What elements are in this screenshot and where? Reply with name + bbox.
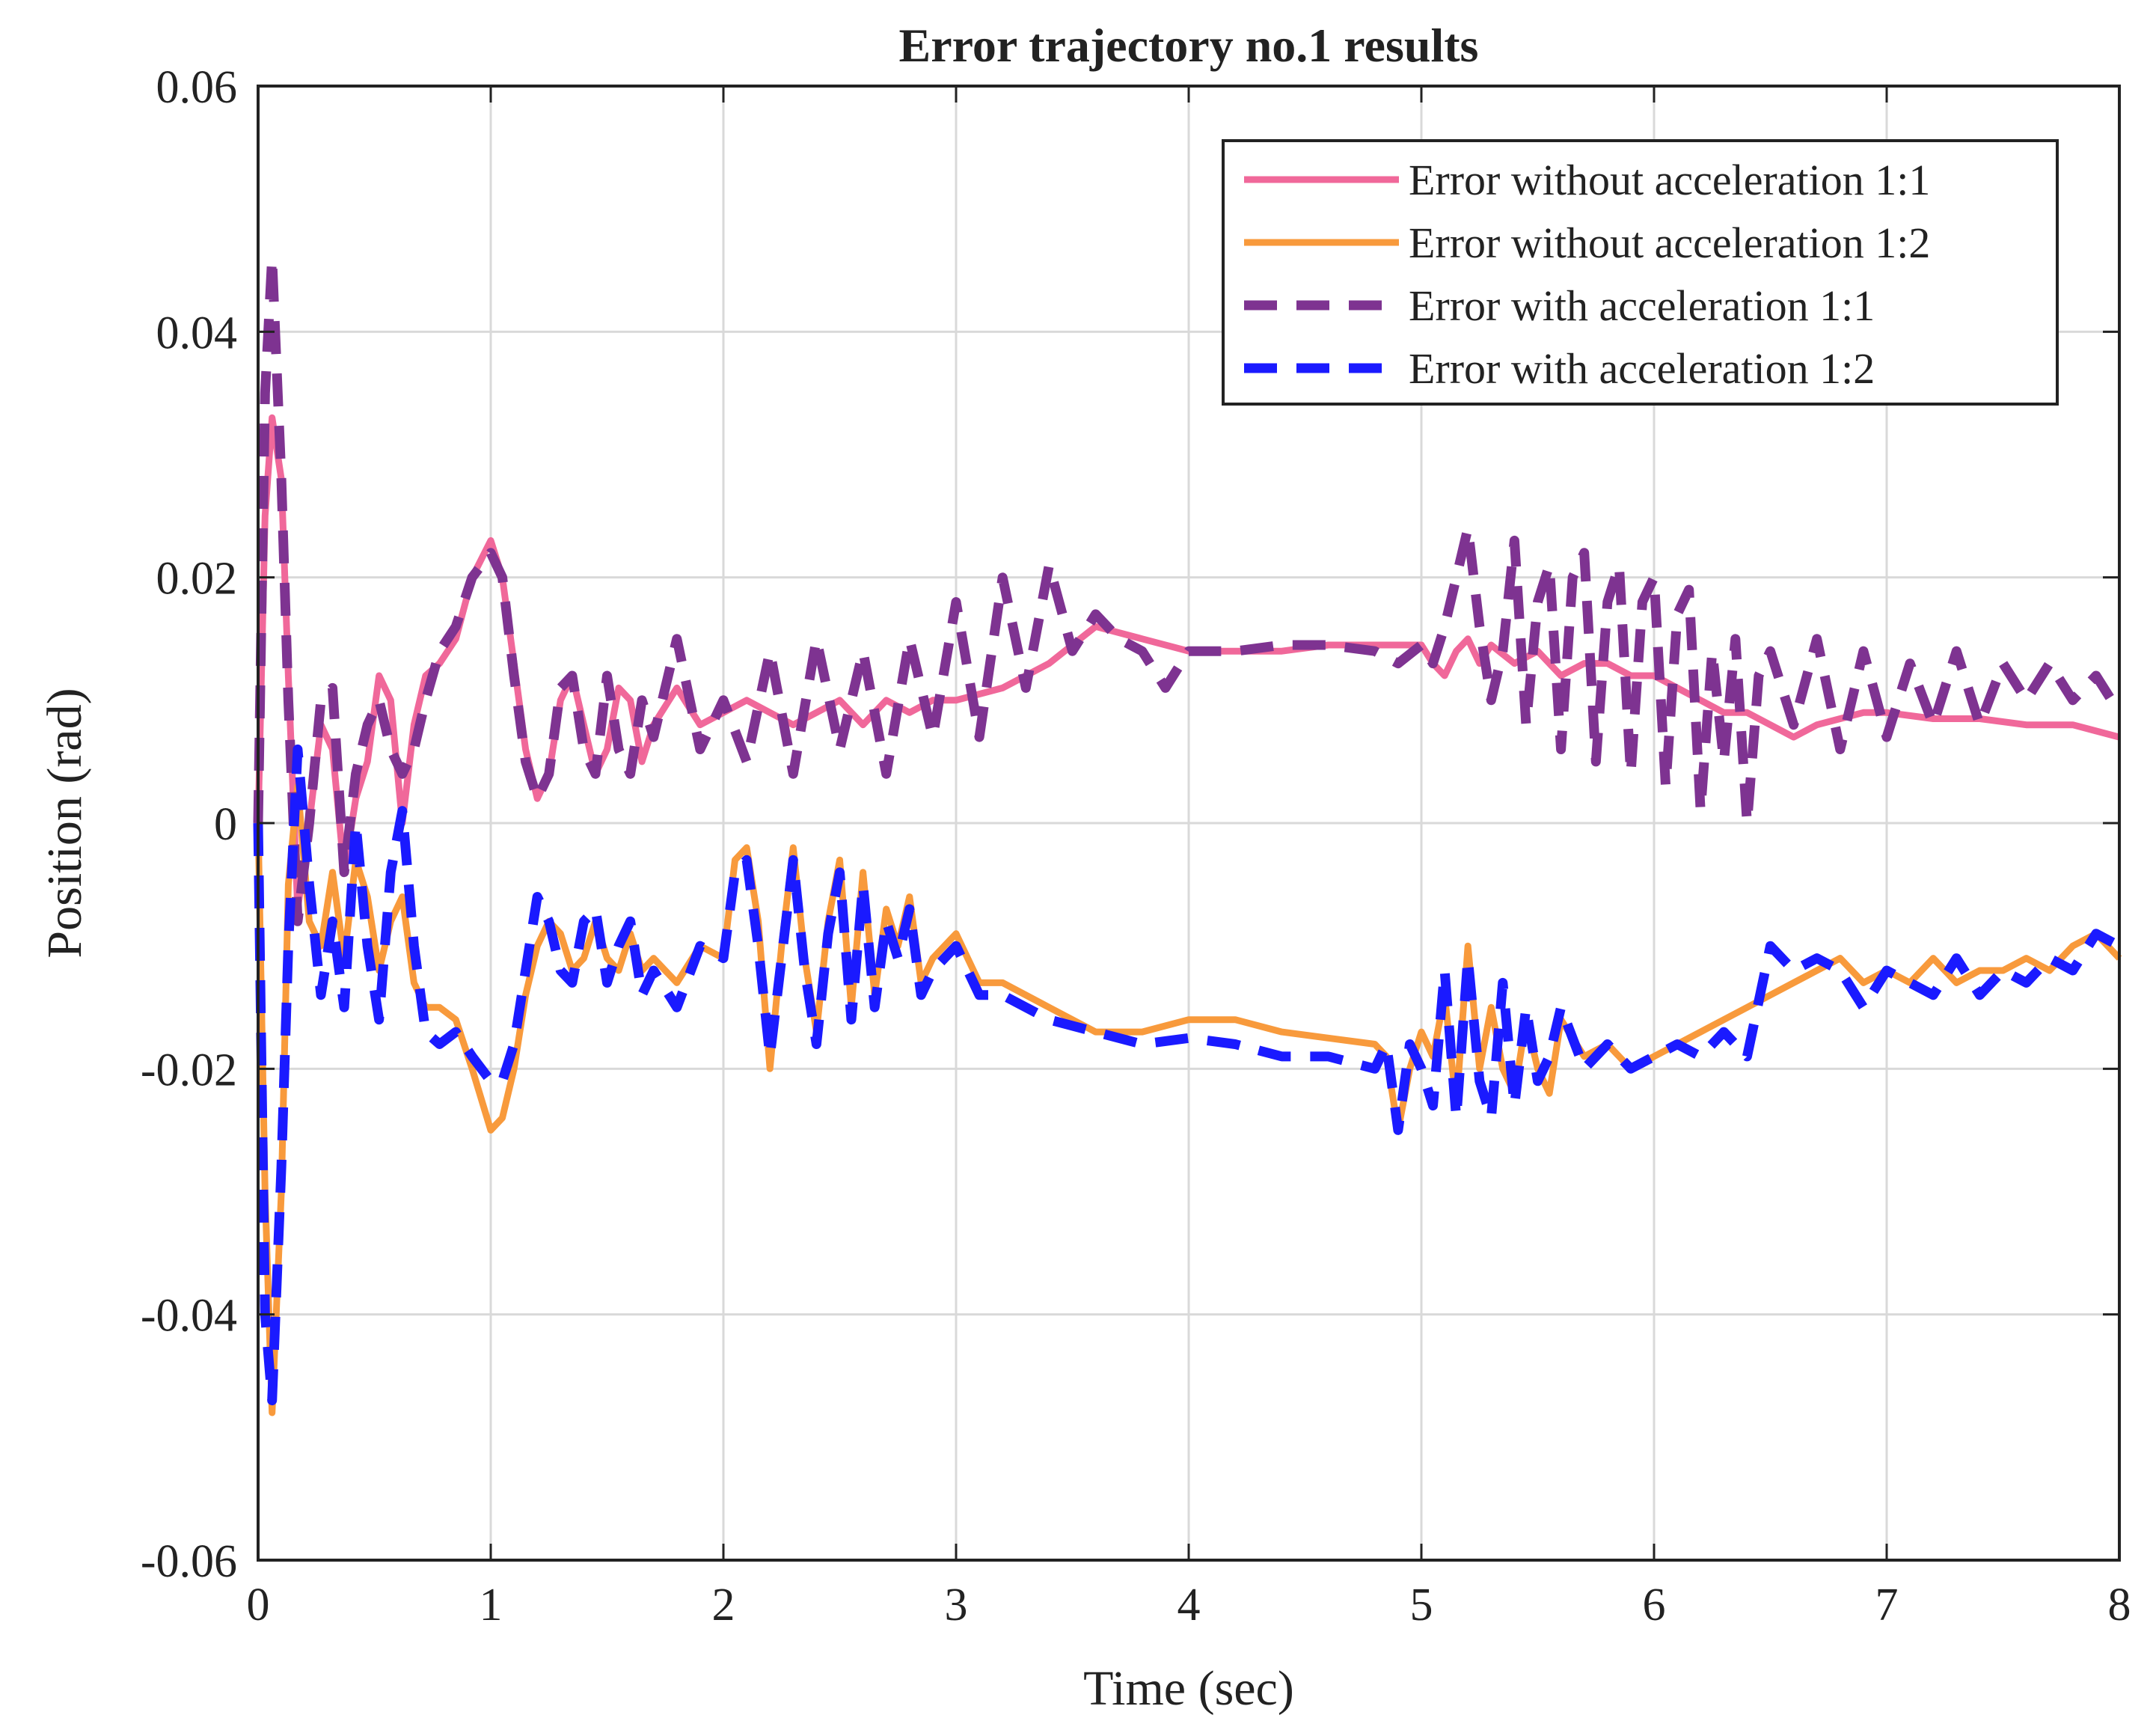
series-line-2 xyxy=(254,783,2122,1416)
y-tick-label: 0.02 xyxy=(156,554,238,605)
x-tick-label: 8 xyxy=(2108,1580,2131,1630)
x-tick-label: 6 xyxy=(1643,1580,1666,1630)
x-tick-label: 0 xyxy=(247,1580,270,1630)
y-tick-label: -0.06 xyxy=(141,1536,237,1587)
y-tick-label: 0.06 xyxy=(156,62,238,113)
y-tick-label: 0 xyxy=(214,799,237,850)
legend-label-2: Error without acceleration 1:2 xyxy=(1409,218,1930,267)
y-axis-label: Position (rad) xyxy=(37,688,92,958)
legend-label-1: Error without acceleration 1:1 xyxy=(1409,156,1930,204)
series-line-3 xyxy=(253,253,2124,926)
x-tick-label: 2 xyxy=(712,1580,735,1630)
legend-box xyxy=(1222,139,2059,406)
x-axis-label: Time (sec) xyxy=(1083,1661,1294,1716)
legend-label-3: Error with acceleration 1:1 xyxy=(1409,281,1875,330)
y-tick-label: -0.04 xyxy=(141,1291,237,1342)
x-tick-label: 5 xyxy=(1410,1580,1433,1630)
grid xyxy=(258,86,2119,1560)
x-tick-label: 4 xyxy=(1177,1580,1201,1630)
chart-title: Error trajectory no.1 results xyxy=(899,19,1479,72)
x-tick-label: 3 xyxy=(945,1580,968,1630)
y-tick-label: 0.04 xyxy=(156,308,238,358)
y-tick-label: -0.02 xyxy=(141,1045,237,1095)
x-tick-label: 1 xyxy=(480,1580,503,1630)
legend: Error without acceleration 1:1 Error with… xyxy=(1222,139,2059,406)
ticks: 0 1 2 3 4 5 6 7 8 -0.06 -0.04 -0.02 0 0.02 0.04 0.06 xyxy=(141,62,2131,1630)
x-tick-label: 7 xyxy=(1875,1580,1899,1630)
legend-label-4: Error with acceleration 1:2 xyxy=(1409,344,1875,393)
series-group xyxy=(253,253,2124,1416)
series-line-4 xyxy=(253,745,2122,1406)
